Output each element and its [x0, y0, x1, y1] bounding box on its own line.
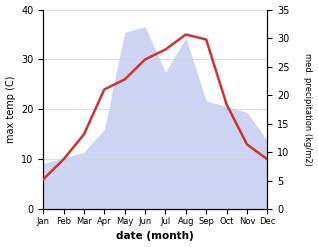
Y-axis label: max temp (C): max temp (C) — [5, 76, 16, 143]
Y-axis label: med. precipitation (kg/m2): med. precipitation (kg/m2) — [303, 53, 313, 166]
X-axis label: date (month): date (month) — [116, 231, 194, 242]
